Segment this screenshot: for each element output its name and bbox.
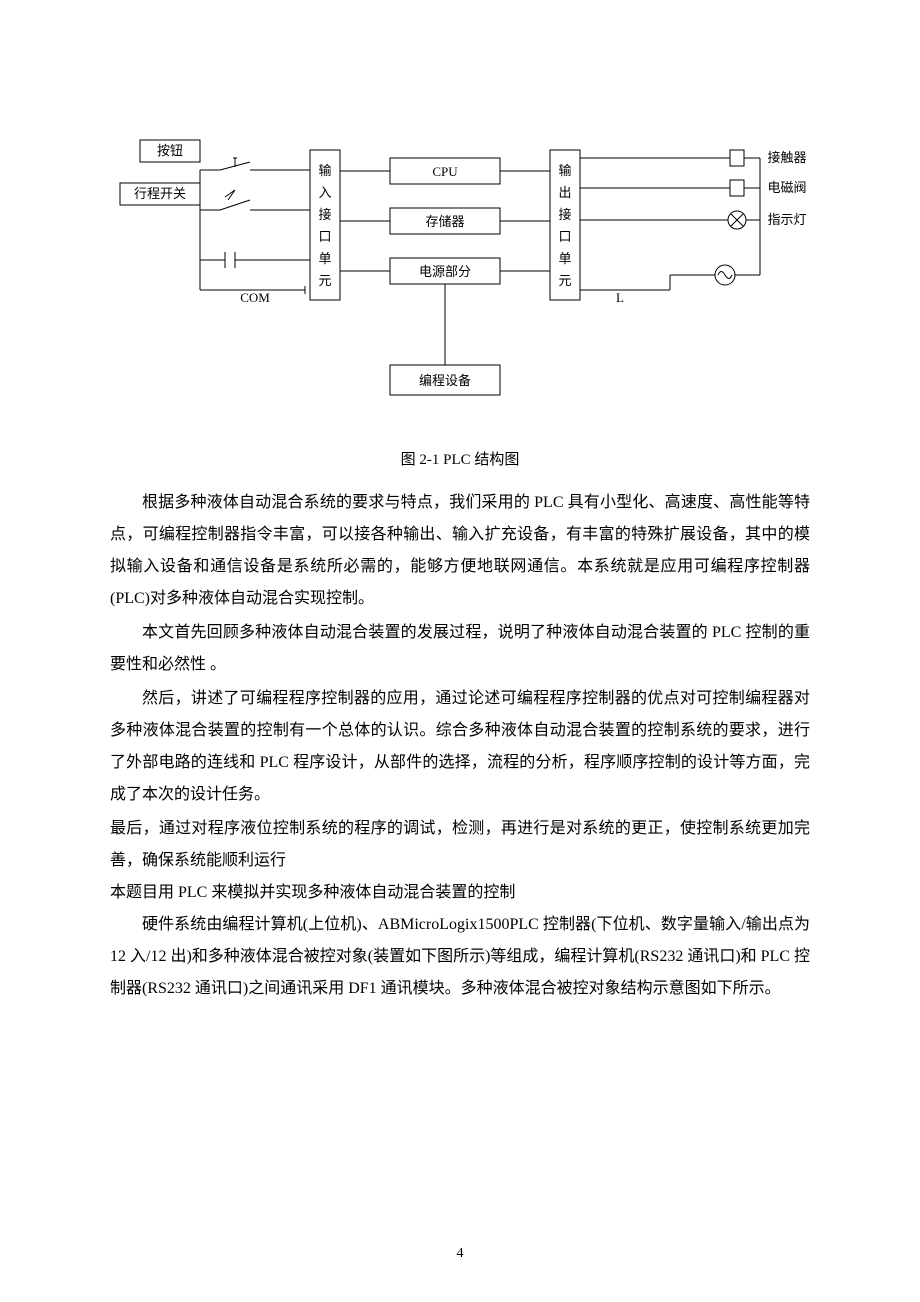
input-unit-c3: 口	[318, 229, 331, 244]
page-number: 4	[0, 1246, 920, 1262]
label-program-device: 编程设备	[419, 373, 471, 388]
label-power: 电源部分	[419, 264, 471, 279]
label-travel-switch: 行程开关	[134, 186, 186, 201]
label-contactor: 接触器	[767, 150, 806, 165]
label-l: L	[616, 290, 624, 305]
output-unit-c2: 接	[558, 207, 571, 222]
input-unit-c4: 单	[318, 251, 331, 266]
output-unit-c5: 元	[558, 273, 571, 288]
plc-structure-svg: 按钮 行程开关 COM	[110, 120, 810, 420]
input-unit-c2: 接	[318, 207, 331, 222]
label-memory: 存储器	[425, 214, 464, 229]
paragraph-4: 最后，通过对程序液位控制系统的程序的调试，检测，再进行是对系统的更正，使控制系统…	[110, 813, 810, 877]
paragraph-3: 然后，讲述了可编程程序控制器的应用，通过论述可编程程序控制器的优点对可控制编程器…	[110, 683, 810, 811]
output-unit-c4: 单	[558, 251, 571, 266]
label-cpu: CPU	[432, 164, 458, 179]
paragraph-1: 根据多种液体自动混合系统的要求与特点，我们采用的 PLC 具有小型化、高速度、高…	[110, 487, 810, 615]
label-button: 按钮	[157, 143, 183, 158]
paragraph-2: 本文首先回顾多种液体自动混合装置的发展过程，说明了种液体自动混合装置的 PLC …	[110, 617, 810, 681]
label-indicator: 指示灯	[767, 212, 806, 227]
label-solenoid: 电磁阀	[767, 180, 806, 195]
paragraph-5: 本题目用 PLC 来模拟并实现多种液体自动混合装置的控制	[110, 877, 810, 909]
paragraph-6: 硬件系统由编程计算机(上位机)、ABMicroLogix1500PLC 控制器(…	[110, 909, 810, 1005]
input-unit-c1: 入	[318, 185, 331, 200]
figure-caption: 图 2-1 PLC 结构图	[110, 448, 810, 469]
output-unit-c1: 出	[558, 185, 571, 200]
output-unit-c0: 输	[558, 163, 571, 178]
input-unit-c0: 输	[318, 163, 331, 178]
plc-diagram: 按钮 行程开关 COM	[110, 120, 810, 420]
output-unit-c3: 口	[558, 229, 571, 244]
input-unit-c5: 元	[318, 273, 331, 288]
document-page: 按钮 行程开关 COM	[0, 0, 920, 1302]
label-com: COM	[240, 290, 270, 305]
